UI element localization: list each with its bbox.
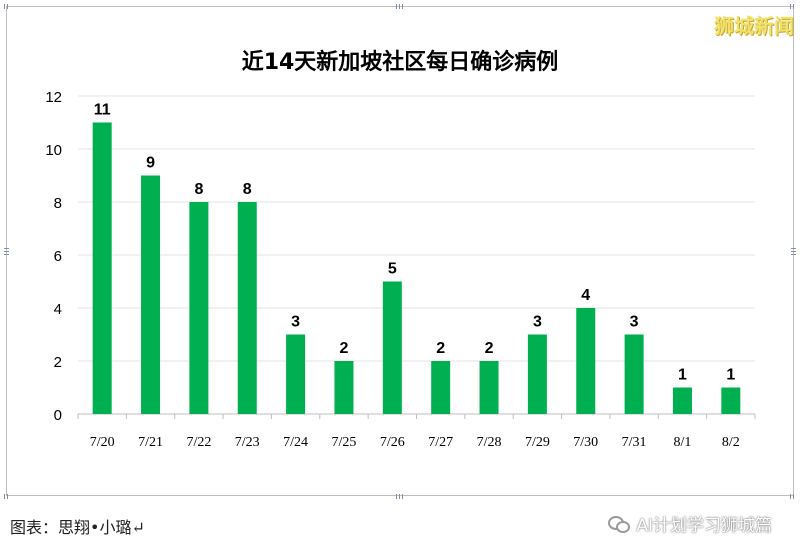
y-tick-label: 6 (54, 248, 62, 265)
bar (382, 281, 402, 414)
x-tick-label: 7/26 (380, 435, 405, 450)
x-tick-label: 7/20 (90, 435, 115, 450)
bar (721, 387, 741, 414)
wechat-source-watermark: AI计划学习狮城篇 (608, 511, 772, 536)
bar (141, 175, 161, 414)
x-tick-label: 8/2 (722, 435, 740, 450)
bar (431, 361, 451, 414)
bar (92, 122, 112, 414)
x-tick-label: 7/23 (235, 435, 260, 450)
data-label: 3 (533, 314, 542, 331)
data-label: 2 (436, 340, 445, 357)
resize-handle-bottom-right[interactable] (790, 494, 795, 499)
y-tick-label: 10 (45, 142, 62, 159)
data-label: 2 (340, 340, 349, 357)
resize-handle-top-left[interactable] (4, 4, 9, 9)
resize-handle-bottom-left[interactable] (4, 494, 9, 499)
data-label: 5 (388, 261, 397, 278)
y-tick-label: 4 (54, 301, 62, 318)
figure-caption: 图表：思翔•小璐↵ (10, 518, 145, 537)
data-label: 3 (291, 314, 300, 331)
bar (624, 334, 644, 414)
data-label: 9 (146, 155, 155, 172)
data-label: 1 (678, 367, 687, 384)
bar (576, 308, 596, 414)
bar (334, 361, 354, 414)
x-tick-label: 7/27 (428, 435, 453, 450)
wechat-source-text: AI计划学习狮城篇 (636, 516, 772, 536)
x-tick-label: 7/21 (138, 435, 163, 450)
bar (286, 334, 306, 414)
y-tick-label: 2 (54, 354, 62, 371)
resize-handle-right[interactable] (791, 247, 796, 255)
y-tick-label: 8 (54, 195, 62, 212)
x-tick-label: 7/28 (477, 435, 502, 450)
bar (237, 202, 257, 414)
x-tick-label: 7/24 (283, 435, 308, 450)
data-label: 3 (630, 314, 639, 331)
x-tick-label: 7/31 (622, 435, 647, 450)
resize-handle-bottom[interactable] (396, 494, 404, 499)
y-tick-label: 0 (54, 407, 62, 424)
resize-handle-top-right[interactable] (790, 4, 795, 9)
x-tick-label: 7/22 (186, 435, 211, 450)
data-label: 1 (726, 367, 735, 384)
resize-handle-top[interactable] (396, 4, 404, 9)
data-label: 8 (194, 181, 203, 198)
x-tick-label: 7/30 (573, 435, 598, 450)
x-tick-label: 8/1 (674, 435, 692, 450)
data-label: 2 (485, 340, 494, 357)
x-tick-label: 7/29 (525, 435, 550, 450)
bar (527, 334, 547, 414)
y-tick-label: 12 (45, 89, 62, 106)
x-tick-label: 7/25 (332, 435, 357, 450)
data-label: 11 (94, 102, 111, 119)
resize-handle-left[interactable] (4, 247, 9, 255)
bar (189, 202, 209, 414)
wechat-icon (608, 515, 631, 533)
watermark-logo-text: 狮城新闻 (714, 14, 794, 38)
data-label: 4 (581, 287, 590, 304)
chart-title: 近14天新加坡社区每日确诊病例 (241, 50, 559, 75)
bar (479, 361, 499, 414)
bar (672, 387, 692, 414)
data-label: 8 (243, 181, 252, 198)
